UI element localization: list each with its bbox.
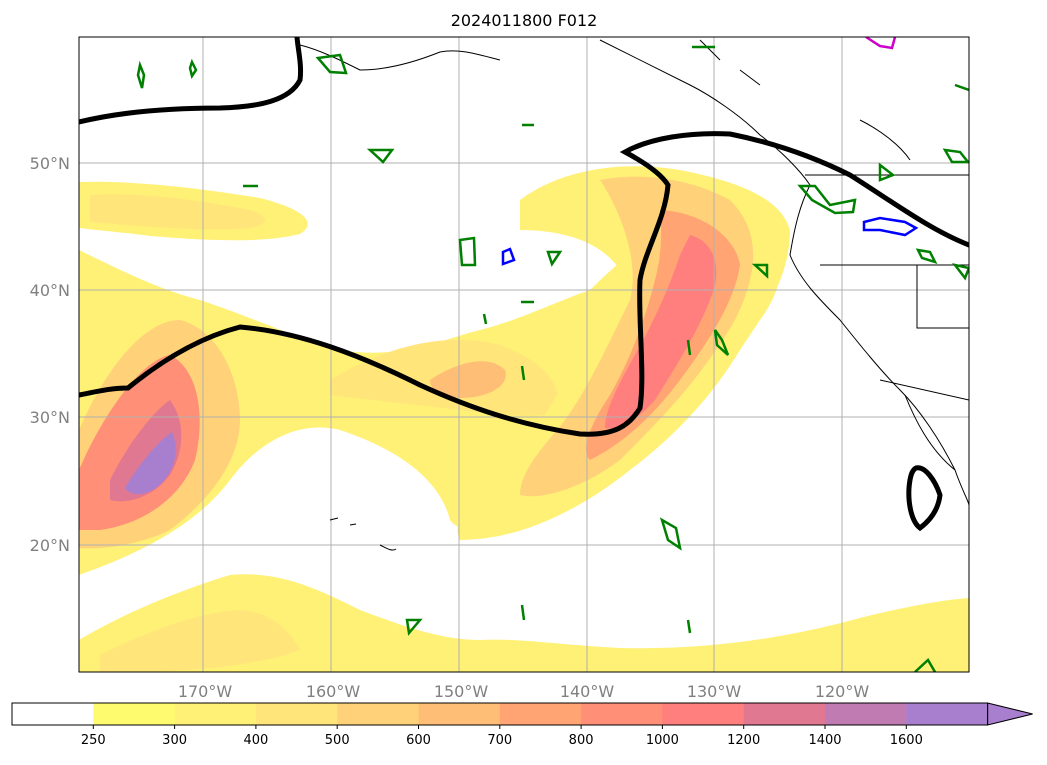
ivt-fill-east-1000 — [605, 235, 717, 429]
colorbar-label: 300 — [162, 733, 187, 748]
colorbar-swatch — [743, 703, 826, 725]
ivt-fill-west-1400 — [125, 432, 176, 495]
colorbar-swatch — [581, 703, 663, 725]
lat-tick-labels: 50°N 40°N 30°N 20°N — [30, 154, 70, 555]
colorbar-label: 400 — [243, 733, 268, 748]
gridlines — [79, 37, 969, 672]
lon-label: 160°W — [306, 682, 361, 701]
colorbar-swatch — [12, 703, 94, 725]
colorbar-swatch — [662, 703, 745, 725]
colorbar-label: 800 — [569, 733, 594, 748]
lon-label: 120°W — [815, 682, 870, 701]
colorbar-swatch — [825, 703, 907, 725]
colorbar-swatch — [93, 703, 176, 725]
colorbar-swatch — [906, 703, 989, 725]
coastlines — [299, 39, 969, 551]
map-frame — [78, 36, 970, 673]
lon-label: 130°W — [687, 682, 742, 701]
map-title: 2024011800 F012 — [451, 11, 598, 30]
colorbar-extend-arrow — [987, 702, 1033, 726]
lat-label: 20°N — [30, 536, 70, 555]
magenta-contours — [865, 37, 897, 50]
lat-label: 30°N — [30, 408, 70, 427]
green-contours — [136, 45, 969, 672]
colorbar: 250 300 400 500 600 700 800 1000 1200 1400 1600 — [11, 702, 1033, 748]
black-contour-main — [79, 131, 969, 437]
lon-label: 140°W — [560, 682, 615, 701]
lon-label: 170°W — [178, 682, 233, 701]
blue-contours — [501, 216, 919, 266]
lon-label: 150°W — [434, 682, 489, 701]
colorbar-label: 1400 — [808, 733, 841, 748]
colorbar-swatch — [499, 703, 582, 725]
lat-label: 50°N — [30, 154, 70, 173]
colorbar-label: 250 — [81, 733, 106, 748]
ivt-fill-upper-plume-inner — [90, 194, 265, 230]
colorbar-label: 600 — [406, 733, 431, 748]
colorbar-label: 1200 — [727, 733, 760, 748]
colorbar-swatch — [418, 703, 501, 725]
colorbar-swatch — [337, 703, 420, 725]
black-contours — [79, 37, 969, 532]
colorbar-label: 700 — [487, 733, 512, 748]
colorbar-swatch — [174, 703, 257, 725]
ivt-fill-central-inner — [430, 361, 506, 398]
black-contour-north — [79, 37, 304, 125]
ivt-fill-south-inner — [100, 610, 300, 672]
map-panel — [78, 36, 970, 673]
colorbar-label: 1600 — [890, 733, 923, 748]
colorbar-label: 1000 — [646, 733, 679, 748]
black-contour-baja-loop — [906, 465, 943, 532]
ivt-fill-south — [79, 574, 969, 672]
colorbar-swatch — [255, 703, 338, 725]
colorbar-label: 500 — [325, 733, 350, 748]
lat-label: 40°N — [30, 281, 70, 300]
lon-tick-labels: 170°W 160°W 150°W 140°W 130°W 120°W — [178, 682, 870, 701]
